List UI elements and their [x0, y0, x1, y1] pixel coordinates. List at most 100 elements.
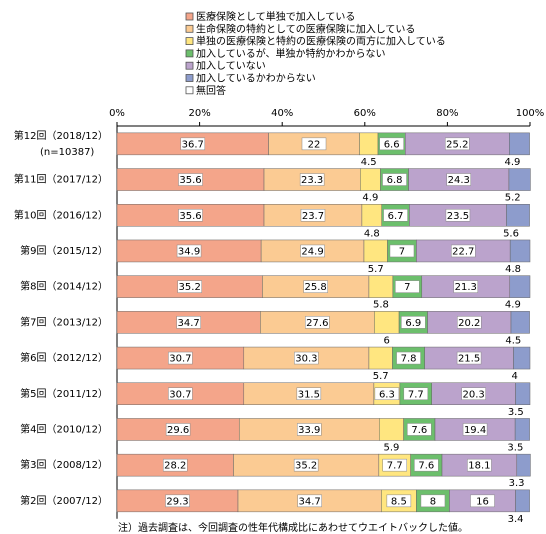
legend-label: 単独の医療保険と特約の医療保険の両方に加入している [196, 35, 446, 48]
value-label: 36.7 [182, 139, 204, 150]
category-label: 第2回（2007/12） [20, 494, 108, 507]
label-box [168, 351, 193, 365]
value-label: 21.3 [455, 282, 477, 293]
value-label: 7 [404, 282, 410, 293]
value-label: 31.5 [298, 389, 320, 400]
value-label: 23.3 [301, 175, 323, 186]
label-box [165, 423, 191, 436]
value-label: 8 [430, 496, 436, 507]
value-label: 29.6 [167, 425, 189, 436]
label-box [301, 137, 327, 151]
value-label: 33.9 [298, 425, 320, 436]
value-label: 30.3 [295, 354, 317, 365]
value-label: 8.5 [391, 496, 407, 507]
label-box [178, 209, 203, 222]
bar-segment [508, 168, 531, 191]
value-label: 22.7 [452, 246, 474, 257]
value-label: 7.7 [408, 389, 424, 400]
legend-swatch [185, 49, 194, 58]
category-label: 第9回（2015/12） [20, 244, 108, 257]
bar-segment [368, 346, 393, 370]
label-box [420, 494, 446, 508]
label-box [162, 458, 188, 472]
label-box [296, 387, 322, 400]
value-label: 5.7 [368, 264, 384, 275]
label-box [299, 173, 325, 186]
value-label: 34.7 [299, 496, 321, 507]
category-label: 第12回（2018/12） [14, 129, 108, 142]
category-label: 第4回（2010/12） [20, 422, 108, 435]
label-box [389, 244, 415, 258]
x-tick-label: 80% [436, 108, 458, 119]
label-box [403, 387, 429, 400]
value-label: 6.9 [405, 318, 421, 329]
value-label: 20.3 [462, 389, 484, 400]
value-label: 35.6 [179, 211, 201, 222]
value-label: 34.9 [178, 246, 200, 257]
label-box [445, 137, 470, 151]
value-label: 3.5 [508, 407, 524, 418]
label-box [165, 494, 190, 508]
value-label: 6.8 [387, 175, 403, 186]
value-label: 5.9 [383, 442, 399, 453]
label-box [297, 494, 322, 508]
bar-segment [516, 453, 531, 477]
bar-segment [513, 346, 531, 370]
label-box [446, 173, 472, 186]
bar-segment [506, 204, 530, 227]
category-label: 第5回（2011/12） [20, 387, 108, 400]
legend-swatch [185, 12, 194, 21]
label-box [383, 209, 408, 222]
value-label: 7.6 [411, 425, 427, 436]
value-label: 30.7 [169, 354, 191, 365]
label-box [414, 458, 439, 472]
value-label: 25.8 [305, 282, 327, 293]
bar-segment [359, 132, 379, 156]
value-label: 7 [399, 246, 405, 257]
value-label: 4.5 [361, 157, 377, 168]
value-label: 5.8 [373, 300, 389, 311]
legend-label: 生命保険の特約としての医療保険に加入している [196, 22, 415, 35]
category-label: 第11回（2017/12） [14, 173, 108, 186]
legend-label: 無回答 [196, 84, 226, 97]
bar-segment [509, 132, 530, 156]
category-note: (n=10387) [40, 147, 94, 158]
bar-segment [514, 418, 530, 441]
value-label: 28.2 [164, 461, 186, 472]
bar-segment [515, 382, 531, 405]
value-label: 29.3 [166, 496, 188, 507]
label-box [176, 316, 201, 329]
label-box [374, 387, 400, 400]
value-label: 22 [308, 139, 321, 150]
value-label: 24.3 [448, 175, 470, 186]
label-box [382, 173, 407, 186]
value-label: 27.6 [306, 318, 328, 329]
label-box [407, 423, 432, 436]
bar-segment [363, 239, 388, 263]
value-label: 4.8 [505, 264, 521, 275]
value-label: 6.6 [384, 139, 400, 150]
value-label: 4.8 [364, 228, 380, 239]
label-box [300, 244, 325, 258]
value-label: 19.4 [464, 425, 486, 436]
value-label: 7.7 [387, 461, 403, 472]
value-label: 4.9 [505, 157, 521, 168]
category-label: 第7回（2013/12） [20, 315, 108, 328]
bar-segment [515, 489, 530, 513]
label-box [453, 280, 479, 293]
label-box [303, 280, 328, 293]
legend-label: 加入しているかわからない [196, 73, 316, 85]
footnote: 注）過去調査は、今回調査の性年代構成比にあわせてウエイトバックした値。 [118, 521, 468, 534]
value-label: 5.7 [373, 371, 389, 382]
value-label: 30.7 [169, 389, 191, 400]
value-label: 4 [512, 371, 518, 382]
label-box [293, 458, 319, 472]
value-label: 3.5 [507, 442, 523, 453]
label-box [470, 494, 495, 508]
value-label: 6 [384, 335, 390, 346]
label-box [382, 458, 407, 472]
value-label: 35.2 [179, 282, 201, 293]
value-label: 7.8 [401, 354, 417, 365]
value-label: 7.6 [418, 461, 434, 472]
label-box [401, 316, 426, 329]
